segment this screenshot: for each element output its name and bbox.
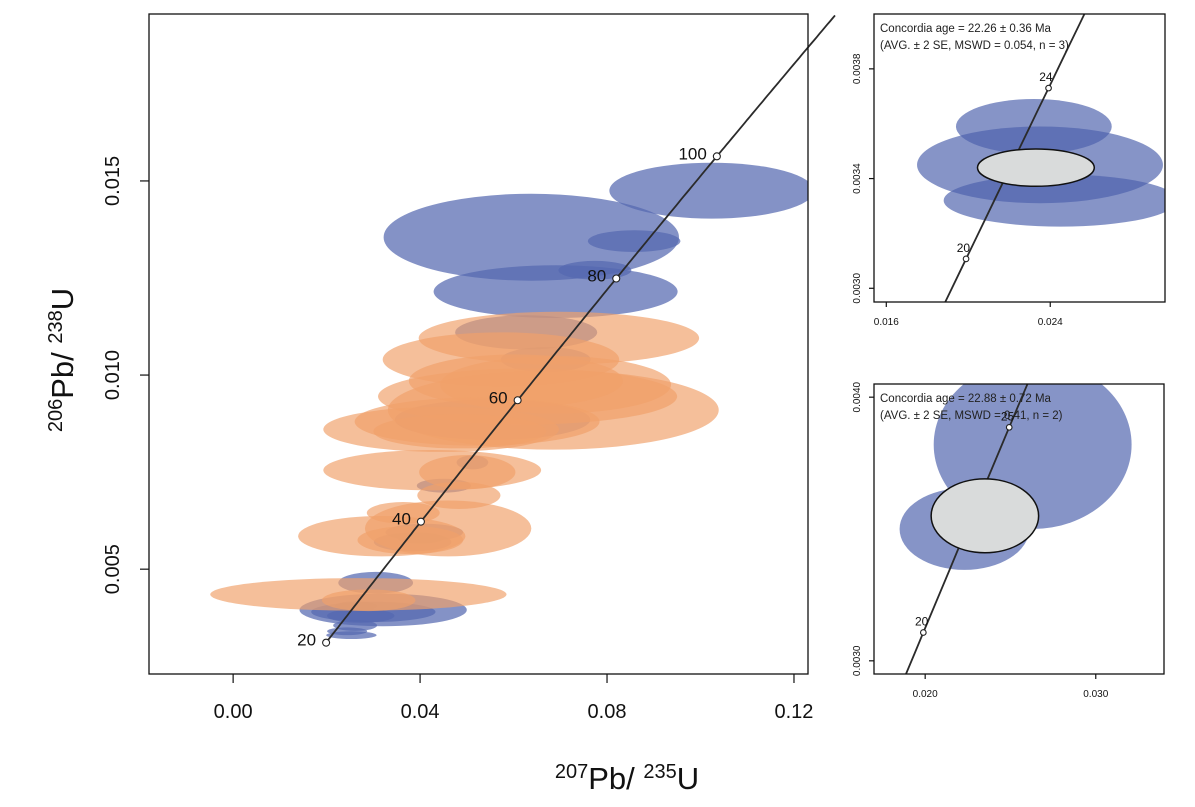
- y-axis-label-iso1: 206: [45, 399, 67, 432]
- inset-1-title: Concordia age = 22.26 ± 0.36 Ma: [880, 23, 1052, 35]
- ellipse-blue-5: [558, 260, 632, 280]
- ellipse-blue-2: [383, 193, 680, 281]
- x-axis-label: 207Pb/ 235U: [555, 761, 699, 796]
- inset-1-subtitle: (AVG. ± 2 SE, MSWD = 0.054, n = 3): [880, 40, 1069, 52]
- ellipse-orange-9: [373, 414, 547, 449]
- main-chart-concordia-line: [323, 14, 836, 647]
- inset-2-age-label-25: 25: [1001, 409, 1015, 423]
- inset-2-concordia-line: [905, 384, 1029, 674]
- main-chart-x-tick-label-2: 0.08: [588, 701, 627, 723]
- main-chart-y-tick-label-0: 0.005: [102, 544, 124, 594]
- ellipse-blue-1: [609, 162, 808, 219]
- inset-2-y-tick-label-1: 0.0040: [852, 381, 863, 412]
- inset-1-y-tick-label-0: 0.0030: [852, 273, 863, 304]
- inset-2: 20 25 0.020 0.030 0.0030 0.0040 Concordia age …: [852, 381, 1165, 700]
- main-chart-age-marker-80: [612, 274, 621, 283]
- main-chart-age-label-80: 80: [587, 266, 606, 285]
- main-chart-age-label-40: 40: [392, 510, 411, 529]
- inset-1-plot-area: [917, 14, 1165, 302]
- inset-2-age-label-20: 20: [915, 615, 929, 629]
- main-chart-x-tick-label-3: 0.12: [775, 701, 814, 723]
- y-axis-label-el2: U: [45, 288, 80, 310]
- main-chart-age-label-100: 100: [678, 144, 706, 163]
- main-chart-x-tick-label-0: 0.00: [214, 701, 253, 723]
- inset-1-age-label-20: 20: [957, 241, 971, 255]
- inset-2-y-tick-label-0: 0.0030: [852, 645, 863, 676]
- inset-2-plot-area: [899, 384, 1132, 674]
- inset-1-age-marker-24: [1045, 84, 1052, 92]
- inset-1-age-marker-20: [962, 255, 970, 263]
- ellipse-orange-11: [419, 455, 516, 490]
- main-chart-y-tick-label-1: 0.010: [102, 350, 124, 400]
- inset-2-title: Concordia age = 22.88 ± 0.72 Ma: [880, 393, 1052, 405]
- inset-1-age-label-24: 24: [1039, 70, 1053, 84]
- inset-2-concordia-age-ellipse: [930, 478, 1040, 554]
- inset-2-age-marker-25: [1005, 423, 1013, 431]
- ellipse-orange-16: [357, 526, 464, 555]
- inset-2-x-tick-label-1: 0.030: [1083, 689, 1108, 700]
- inset-2-age-marker-20: [919, 629, 927, 636]
- y-axis-label-el1: Pb/: [45, 344, 80, 399]
- inset-1: 20 24 0.016 0.024 0.0030 0.0034 0.0038 Concordi…: [852, 13, 1166, 328]
- y-axis-label-iso2: 238: [45, 310, 67, 343]
- inset-1-frame: [873, 13, 1166, 303]
- main-chart-age-label-20: 20: [297, 631, 316, 650]
- main-chart-age-marker-20: [322, 638, 331, 647]
- main-chart-age-label-60: 60: [489, 388, 508, 407]
- inset-2-frame: [873, 383, 1165, 675]
- inset-1-y-tick-label-2: 0.0038: [852, 53, 863, 84]
- inset-1-y-tick-label-1: 0.0034: [852, 163, 863, 194]
- ellipse-orange-6: [408, 354, 623, 408]
- inset-1-data-ellipse-3: [943, 174, 1165, 227]
- inset-2-subtitle: (AVG. ± 2 SE, MSWD = 0.41, n = 2): [880, 410, 1063, 422]
- x-axis-label-iso1: 207: [555, 761, 588, 783]
- inset-1-x-tick-label-1: 0.024: [1038, 317, 1063, 328]
- inset-1-concordia-line: [944, 14, 1086, 302]
- y-axis-label: 206Pb/ 238U: [45, 288, 80, 432]
- main-chart-age-marker-100: [712, 152, 721, 161]
- ellipse-blue-20: [326, 631, 377, 640]
- ellipse-blue-4: [433, 265, 678, 318]
- inset-2-x-tick-label-0: 0.020: [913, 689, 938, 700]
- x-axis-label-el2: U: [677, 761, 699, 796]
- main-chart-age-marker-60: [513, 396, 522, 405]
- x-axis-label-el1: Pb/: [588, 761, 643, 796]
- inset-1-concordia-age-ellipse: [976, 148, 1096, 188]
- ellipse-blue-3: [587, 230, 681, 252]
- inset-1-x-tick-label-0: 0.016: [874, 317, 899, 328]
- main-chart-x-tick-label-1: 0.04: [401, 701, 440, 723]
- ellipse-orange-18: [321, 589, 416, 612]
- main-chart: 20 40 60 80 100 0.00 0.04 0.08 0.12 0.005 0.010 0.0…: [102, 13, 836, 723]
- main-chart-frame: [148, 13, 809, 675]
- main-chart-series-orange: [210, 311, 719, 612]
- main-chart-y-tick-label-2: 0.015: [102, 156, 124, 206]
- main-chart-age-marker-40: [416, 517, 425, 526]
- x-axis-label-iso2: 235: [643, 761, 676, 783]
- main-chart-plot-area: [210, 162, 808, 640]
